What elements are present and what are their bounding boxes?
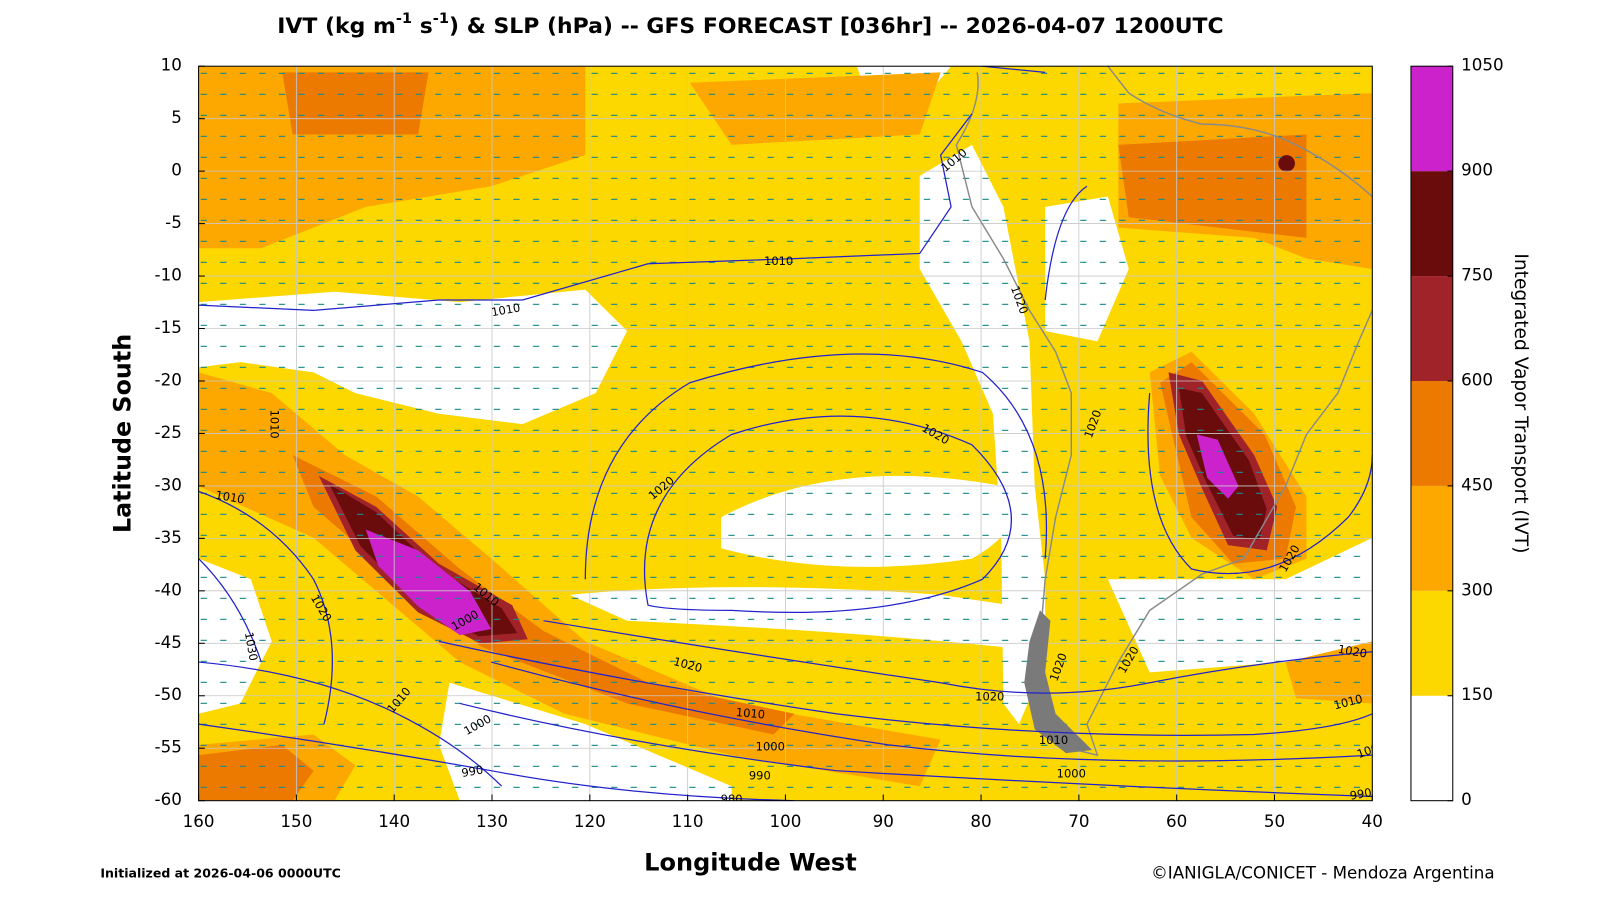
contour-label: 1020 bbox=[1337, 642, 1368, 661]
contour-label: 990 bbox=[1349, 785, 1373, 802]
title-part: IVT (kg m bbox=[277, 14, 396, 39]
ivt-field: 1010 1010 1010 1010 1010 1020 1030 1010 1000 990 1… bbox=[198, 66, 1373, 806]
y-tick-label: -30 bbox=[155, 475, 182, 494]
colorbar-tick-label: 150 bbox=[1461, 685, 1493, 704]
y-tick-label: -25 bbox=[155, 423, 182, 442]
colorbar-tick-label: 1050 bbox=[1461, 56, 1504, 75]
x-axis-label: Longitude West bbox=[644, 849, 857, 877]
contour-label: 990 bbox=[749, 768, 771, 782]
contour-label: 1000 bbox=[1057, 766, 1086, 780]
y-tick-label: -5 bbox=[165, 213, 182, 232]
credit: ©IANIGLA/CONICET - Mendoza Argentina bbox=[1151, 864, 1495, 883]
x-tick-label: 50 bbox=[1264, 812, 1285, 831]
colorbar-segment bbox=[1410, 66, 1453, 172]
x-tick-label: 160 bbox=[183, 812, 215, 831]
y-tick-label: -55 bbox=[155, 738, 182, 757]
title: IVT (kg m-1 s-1) & SLP (hPa) -- GFS FORE… bbox=[277, 9, 1223, 38]
y-tick-label: 10 bbox=[161, 56, 182, 75]
x-tick-label: 70 bbox=[1068, 812, 1089, 831]
y-tick-label: -15 bbox=[155, 318, 182, 337]
init-note: Initialized at 2026-04-06 0000UTC bbox=[100, 866, 340, 881]
contour-label: 1000 bbox=[756, 739, 785, 753]
y-tick-label: 0 bbox=[171, 161, 182, 180]
colorbar-frame bbox=[1410, 65, 1454, 802]
y-tick-label: -50 bbox=[155, 685, 182, 704]
colorbar-label: Integrated Vapor Transport (IVT) bbox=[1510, 253, 1531, 553]
x-tick-label: 120 bbox=[574, 812, 606, 831]
colorbar-segment bbox=[1410, 380, 1453, 486]
x-tick-label: 40 bbox=[1362, 812, 1383, 831]
title-part: -1 bbox=[396, 9, 412, 26]
contour-label: 1010 bbox=[490, 300, 521, 319]
colorbar-segment bbox=[1410, 171, 1453, 277]
x-tick-label: 60 bbox=[1166, 812, 1187, 831]
y-tick-label: -40 bbox=[155, 580, 182, 599]
x-tick-label: 140 bbox=[378, 812, 410, 831]
contour-label: 990 bbox=[460, 762, 484, 779]
x-tick-label: 100 bbox=[769, 812, 801, 831]
colorbar-segment bbox=[1410, 590, 1453, 696]
colorbar-tick-label: 600 bbox=[1461, 371, 1493, 390]
contour-label: 1030 bbox=[242, 631, 261, 662]
y-axis-label: Latitude South bbox=[108, 334, 136, 533]
colorbar-tick-label: 450 bbox=[1461, 475, 1493, 494]
y-tick-label: -35 bbox=[155, 528, 182, 547]
coastline bbox=[955, 66, 1373, 757]
contour-label: 980 bbox=[721, 792, 743, 806]
x-tick-label: 130 bbox=[476, 812, 508, 831]
title-part: -1 bbox=[433, 9, 449, 26]
y-tick-label: -45 bbox=[155, 633, 182, 652]
slp-contours bbox=[198, 66, 1373, 801]
x-tick-label: 110 bbox=[672, 812, 704, 831]
colorbar-tick-label: 750 bbox=[1461, 266, 1493, 285]
x-tick-label: 150 bbox=[280, 812, 312, 831]
colorbar-tick-label: 900 bbox=[1461, 161, 1493, 180]
contour-label: 1020 bbox=[975, 690, 1004, 704]
contour-label: 1010 bbox=[735, 705, 765, 721]
colorbar-tick-label: 300 bbox=[1461, 580, 1493, 599]
contour-label: 1010 bbox=[214, 488, 245, 507]
x-tick-label: 80 bbox=[970, 812, 991, 831]
patagonia bbox=[1024, 610, 1093, 754]
contour-label: 1010 bbox=[267, 410, 281, 439]
colorbar-segment bbox=[1410, 276, 1453, 381]
y-tick-label: 5 bbox=[171, 108, 182, 127]
title-part: ) & SLP (hPa) -- GFS FORECAST [036hr] --… bbox=[449, 14, 1224, 39]
title-part: s bbox=[412, 14, 433, 39]
x-tick-label: 90 bbox=[873, 812, 894, 831]
y-tick-label: -20 bbox=[155, 371, 182, 390]
colorbar-segment bbox=[1410, 695, 1453, 801]
contour-label: 1010 bbox=[1039, 733, 1068, 747]
contour-label: 1010 bbox=[764, 254, 793, 268]
colorbar-segment bbox=[1410, 485, 1453, 591]
colorbar-tick-label: 0 bbox=[1461, 790, 1472, 809]
y-tick-label: -10 bbox=[155, 266, 182, 285]
y-tick-label: -60 bbox=[155, 790, 182, 809]
